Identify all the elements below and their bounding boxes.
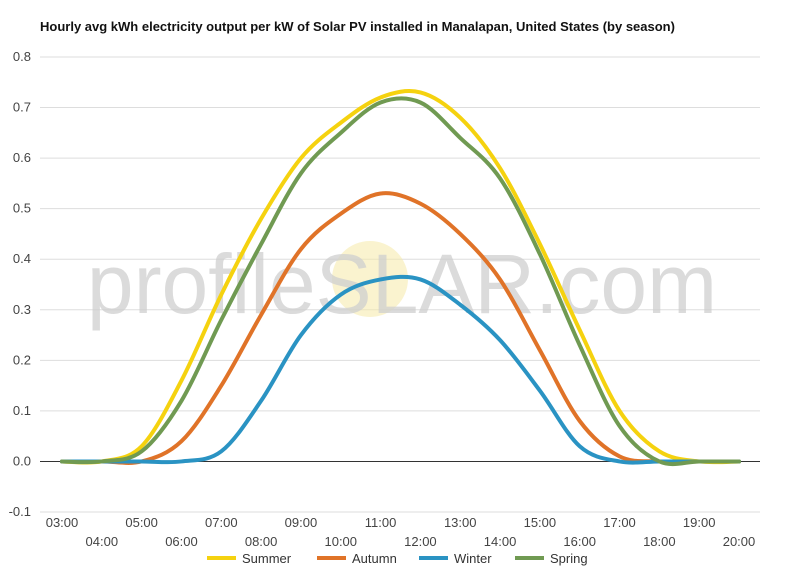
x-tick-label: 15:00 (524, 515, 557, 530)
legend-label: Winter (454, 551, 492, 566)
y-tick-label: -0.1 (9, 504, 31, 519)
y-tick-label: 0.1 (13, 403, 31, 418)
y-tick-label: 0.3 (13, 302, 31, 317)
y-tick-label: 0.4 (13, 251, 31, 266)
chart-title: Hourly avg kWh electricity output per kW… (40, 19, 675, 34)
legend-label: Autumn (352, 551, 397, 566)
y-tick-label: 0.7 (13, 100, 31, 115)
x-tick-label: 03:00 (46, 515, 79, 530)
y-tick-label: 0.6 (13, 150, 31, 165)
x-tick-label: 05:00 (125, 515, 158, 530)
series-line-spring (60, 96, 741, 467)
x-tick-label: 16:00 (563, 534, 596, 549)
x-tick-label: 14:00 (484, 534, 517, 549)
y-tick-label: 0.0 (13, 453, 31, 468)
y-tick-label: 0.2 (13, 352, 31, 367)
series-lines (60, 89, 741, 467)
x-tick-label: 08:00 (245, 534, 278, 549)
watermark-text-before: profile (87, 237, 316, 331)
x-tick-label: 11:00 (365, 515, 397, 530)
x-tick-label: 19:00 (683, 515, 716, 530)
legend-label: Summer (242, 551, 292, 566)
x-tick-label: 20:00 (723, 534, 756, 549)
watermark-sun-icon (332, 241, 408, 317)
x-tick-label: 07:00 (205, 515, 238, 530)
series-line-autumn (60, 191, 741, 465)
x-tick-label: 06:00 (165, 534, 198, 549)
legend: Summer Autumn Winter Spring (207, 551, 588, 566)
x-tick-label: 10:00 (324, 534, 357, 549)
series-line-winter (60, 274, 741, 465)
x-tick-label: 17:00 (603, 515, 636, 530)
y-axis-ticks: -0.1 0.0 0.1 0.2 0.3 0.4 0.5 0.6 0.7 0.8 (9, 49, 31, 519)
x-tick-label: 09:00 (285, 515, 318, 530)
x-tick-label: 12:00 (404, 534, 437, 549)
x-tick-label: 13:00 (444, 515, 477, 530)
watermark-text: profileSLAR.com (87, 237, 717, 331)
legend-label: Spring (550, 551, 588, 566)
x-tick-label: 18:00 (643, 534, 676, 549)
y-tick-label: 0.5 (13, 201, 31, 216)
x-tick-label: 04:00 (86, 534, 119, 549)
series-line-summer (60, 89, 741, 465)
x-axis-ticks: 03:00 04:00 05:00 06:00 07:00 08:00 09:00 10:00… (46, 515, 756, 549)
grid-lines (40, 56, 760, 513)
watermark: profileSLAR.com (87, 237, 717, 331)
y-tick-label: 0.8 (13, 49, 31, 64)
